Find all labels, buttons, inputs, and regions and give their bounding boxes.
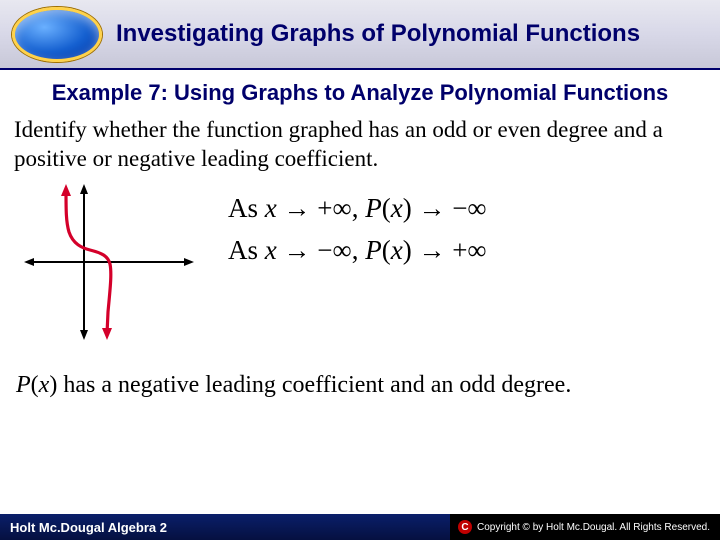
paren: ( bbox=[382, 235, 391, 265]
answer-text: P(x) has a negative leading coefficient … bbox=[16, 372, 704, 399]
y-axis-arrow-up bbox=[80, 184, 88, 194]
paren: ( bbox=[382, 193, 391, 223]
end-behavior-line-1: As x → +∞, P(x) → −∞ bbox=[228, 188, 706, 230]
var-x: x bbox=[265, 193, 277, 223]
slide-title: Investigating Graphs of Polynomial Funct… bbox=[116, 20, 640, 48]
graph-container bbox=[14, 182, 204, 342]
var-x: x bbox=[391, 193, 403, 223]
slide-header: Investigating Graphs of Polynomial Funct… bbox=[0, 0, 720, 70]
text: ) → −∞ bbox=[403, 193, 487, 223]
text: As bbox=[228, 193, 265, 223]
var-x: x bbox=[39, 372, 50, 398]
brand-badge bbox=[12, 7, 102, 62]
example-title: Example 7: Using Graphs to Analyze Polyn… bbox=[0, 80, 720, 106]
end-behavior-line-2: As x → −∞, P(x) → +∞ bbox=[228, 230, 706, 272]
title-text: Investigating Graphs of Polynomial Funct… bbox=[116, 20, 640, 47]
curve-arrow-down bbox=[102, 328, 112, 340]
text: ) has a negative leading coefficient and… bbox=[49, 372, 571, 398]
fn-P: P bbox=[16, 372, 31, 398]
example-prompt: Identify whether the function graphed ha… bbox=[14, 116, 706, 174]
curve-arrow-up bbox=[61, 184, 71, 196]
x-axis-arrow-left bbox=[24, 258, 34, 266]
end-behavior-block: As x → +∞, P(x) → −∞ As x → −∞, P(x) → +… bbox=[228, 188, 706, 272]
copyright-text: Copyright © by Holt Mc.Dougal. All Right… bbox=[477, 522, 710, 533]
fn-P: P bbox=[365, 193, 382, 223]
content-row: As x → +∞, P(x) → −∞ As x → −∞, P(x) → +… bbox=[0, 182, 720, 342]
text: → −∞, bbox=[277, 235, 365, 265]
slide-footer: Holt Mc.Dougal Algebra 2 C Copyright © b… bbox=[0, 514, 720, 540]
y-axis-arrow-down bbox=[80, 330, 88, 340]
footer-copyright: C Copyright © by Holt Mc.Dougal. All Rig… bbox=[450, 514, 720, 540]
x-axis-arrow-right bbox=[184, 258, 194, 266]
copyright-badge-icon: C bbox=[458, 520, 472, 534]
polynomial-graph bbox=[24, 182, 194, 342]
text: As bbox=[228, 235, 265, 265]
fn-P: P bbox=[365, 235, 382, 265]
var-x: x bbox=[391, 235, 403, 265]
var-x: x bbox=[265, 235, 277, 265]
footer-textbook: Holt Mc.Dougal Algebra 2 bbox=[0, 520, 167, 535]
paren: ( bbox=[31, 372, 39, 398]
text: ) → +∞ bbox=[403, 235, 487, 265]
text: → +∞, bbox=[277, 193, 365, 223]
